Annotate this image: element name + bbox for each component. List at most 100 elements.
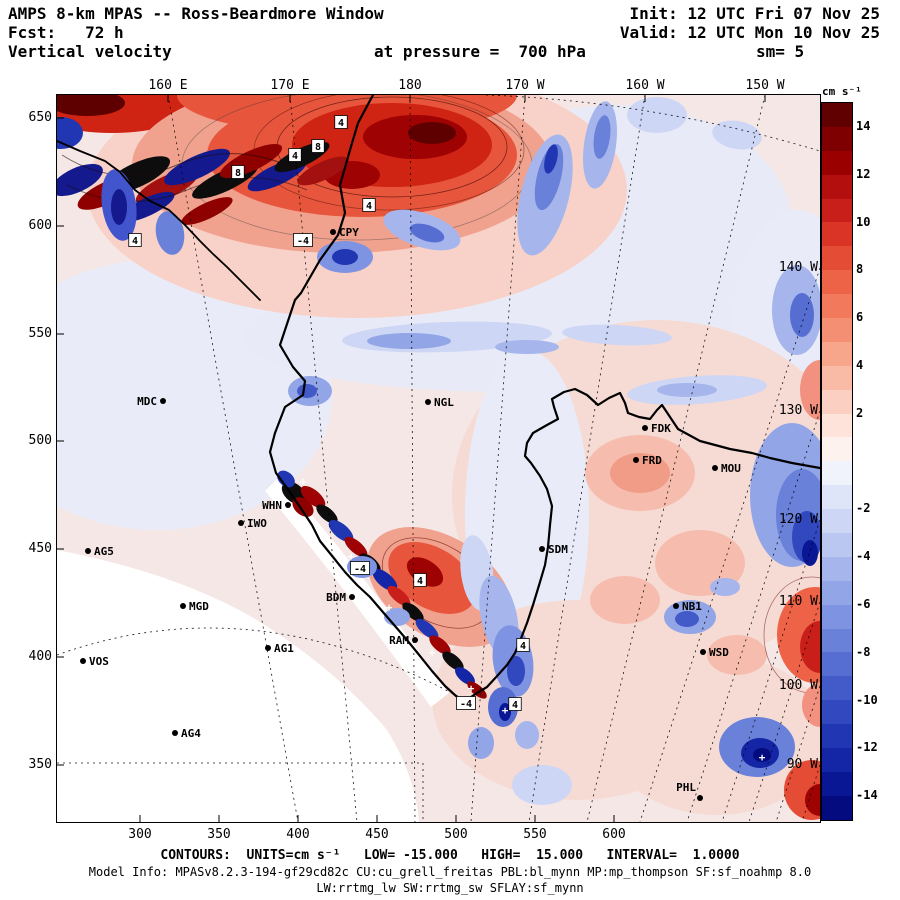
contour-label: 8 [315, 142, 321, 153]
colorbar-tick-label: -10 [856, 692, 878, 707]
contour-label: -4 [297, 236, 309, 247]
colorbar-tick-label: 10 [856, 214, 871, 229]
x-axis-bottom-label: 400 [286, 827, 310, 842]
station-label-MOU: MOU [721, 462, 741, 475]
station-dot-CPY [330, 229, 336, 235]
colorbar-band [822, 126, 852, 151]
station-label-NB1: NB1 [682, 600, 702, 613]
colorbar-tick-label: -6 [856, 596, 871, 611]
colorbar-band [822, 198, 852, 223]
station-label-AG4: AG4 [181, 727, 201, 740]
contour-label-box [508, 697, 522, 711]
init-time: Init: 12 UTC Fri 07 Nov 25 [629, 4, 880, 23]
contour-label-box [413, 573, 427, 587]
colorbar-tick-label: -14 [856, 788, 878, 803]
meridian-label: 90 W [786, 757, 818, 772]
contour-value-labels: 4 8 4 8 4 4 -4 4 -4 4 -4 4 [128, 115, 530, 711]
station-label-FDK: FDK [651, 422, 671, 435]
station-label-IWO: IWO [247, 517, 267, 530]
contour-label: 8 [235, 168, 241, 179]
colorbar-tick-label: -8 [856, 644, 871, 659]
y-axis-left-label: 500 [28, 433, 52, 448]
colorbar-band [822, 652, 852, 677]
contour-label-box [516, 638, 530, 652]
cross-marker-icon: + [468, 682, 475, 695]
colorbar-tick-label: -4 [856, 549, 871, 564]
colorbar-band [822, 150, 852, 175]
x-axis-bottom-label: 300 [128, 827, 152, 842]
colorbar-band [822, 580, 852, 605]
colorbar-band [822, 389, 852, 414]
station-dot-SDM [539, 546, 545, 552]
contour-label-box [334, 115, 348, 129]
cross-marker-icon: + [429, 646, 436, 659]
station-label-WHN: WHN [262, 499, 282, 512]
station-dot-NGL [425, 399, 431, 405]
colorbar-units-label: cm s⁻¹ [822, 85, 862, 98]
graticule [57, 95, 820, 822]
y-axis-left-label: 550 [28, 326, 52, 341]
meridian-label: 100 W [778, 678, 818, 693]
cross-marker-icon: + [300, 475, 307, 488]
axis-ticks [57, 95, 766, 822]
forecast-map: + + + + + + + 4 8 4 8 4 4 -4 4 -4 4 -4 4 CPY MDC NGL FDK FRD M… [57, 95, 820, 822]
colorbar-band [822, 724, 852, 749]
colorbar-tick-label: -2 [856, 501, 871, 516]
station-label-PHL: PHL [676, 781, 696, 794]
x-axis-bottom-label: 550 [523, 827, 547, 842]
meridian-label: 110 W [778, 594, 818, 609]
contour-label: 4 [292, 151, 298, 162]
colorbar-band [822, 270, 852, 295]
station-label-NGL: NGL [434, 396, 454, 409]
station-dot-AG5 [85, 548, 91, 554]
station-dot-RAM [412, 637, 418, 643]
colorbar-band [822, 222, 852, 247]
contour-label-box [362, 198, 376, 212]
x-axis-top-label: 180 [398, 78, 422, 93]
valid-time: Valid: 12 UTC Mon 10 Nov 25 [619, 23, 880, 42]
station-dot-MDC [160, 398, 166, 404]
contour-label: 4 [417, 576, 423, 587]
station-label-VOS: VOS [89, 655, 109, 668]
station-label-CPY: CPY [339, 226, 359, 239]
colorbar-band [822, 795, 852, 820]
contour-label-box [231, 165, 245, 179]
colorbar-band [822, 748, 852, 772]
colorbar-band [822, 628, 852, 653]
station-label-RAM: RAM [389, 634, 409, 647]
forecast-hour: Fcst: 72 h [8, 23, 124, 42]
station-dot-BDM [349, 594, 355, 600]
cross-markers: + + + + + + + [300, 475, 766, 764]
colorbar-band [822, 604, 852, 629]
y-axis-left-label: 600 [28, 218, 52, 233]
x-axis-bottom-label: 500 [444, 827, 468, 842]
x-axis-bottom-label: 450 [365, 827, 389, 842]
colorbar-band [822, 318, 852, 342]
colorbar-band [822, 174, 852, 199]
station-label-MDC: MDC [137, 395, 157, 408]
station-dot-AG1 [265, 645, 271, 651]
station-dot-MOU [712, 465, 718, 471]
contour-label: 4 [132, 236, 138, 247]
colorbar-band [822, 700, 852, 725]
contour-label: 4 [520, 641, 526, 652]
contour-label: 4 [338, 118, 344, 129]
ross-ice-shelf [57, 477, 449, 822]
colorbar-tick-label: 6 [856, 310, 864, 325]
station-dot-WHN [285, 502, 291, 508]
cross-marker-icon: + [348, 550, 355, 563]
colorbar-band [822, 103, 852, 127]
level-label: at pressure = 700 hPa [374, 42, 586, 61]
colorbar-tick-label: 2 [856, 405, 864, 420]
colorbar-tick-label: -12 [856, 740, 878, 755]
colorbar-band [822, 365, 852, 390]
station-label-SDM: SDM [548, 543, 568, 556]
x-axis-bottom-label: 600 [602, 827, 626, 842]
station-label-AG5: AG5 [94, 545, 114, 558]
contour-label-box [128, 233, 142, 247]
model-info-line2: LW:rrtmg_lw SW:rrtmg_sw SFLAY:sf_mynn [316, 881, 584, 895]
meridian-label: 140 W [778, 260, 818, 275]
colorbar-band [822, 437, 852, 462]
contour-label: 4 [366, 201, 372, 212]
